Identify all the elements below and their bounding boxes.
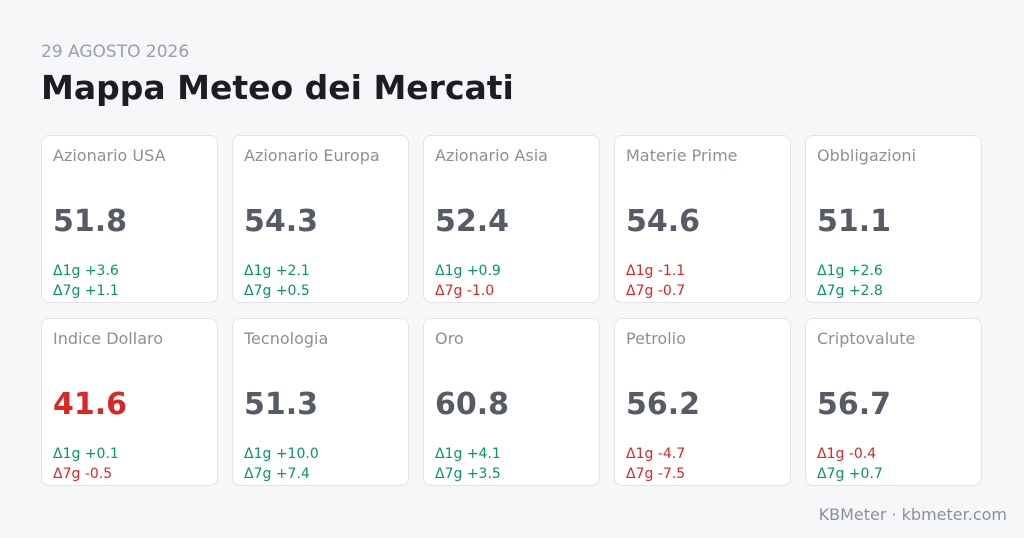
card-value: 56.2 bbox=[626, 387, 701, 422]
card-delta: Δ7g -7.5 bbox=[626, 466, 686, 482]
card-delta: Δ7g +7.4 bbox=[244, 466, 310, 482]
market-card: Oro 60.8 Δ1g +4.1 Δ7g +3.5 bbox=[423, 318, 600, 486]
market-card: Azionario USA 51.8 Δ1g +3.6 Δ7g +1.1 bbox=[41, 135, 218, 303]
card-delta: Δ1g -4.7 bbox=[626, 446, 686, 462]
card-delta: Δ1g +10.0 bbox=[244, 446, 319, 462]
card-delta: Δ1g -0.4 bbox=[817, 446, 877, 462]
card-grid: Azionario USA 51.8 Δ1g +3.6 Δ7g +1.1 Azionar… bbox=[41, 135, 982, 486]
card-delta: Δ7g +0.7 bbox=[817, 466, 883, 482]
market-card: Indice Dollaro 41.6 Δ1g +0.1 Δ7g -0.5 bbox=[41, 318, 218, 486]
card-delta: Δ1g +0.9 bbox=[435, 263, 501, 279]
card-value: 60.8 bbox=[435, 387, 510, 422]
card-value: 51.1 bbox=[817, 204, 892, 239]
card-delta: Δ1g +0.1 bbox=[53, 446, 119, 462]
card-delta: Δ7g +0.5 bbox=[244, 283, 310, 299]
card-value: 54.6 bbox=[626, 204, 701, 239]
market-card: Azionario Europa 54.3 Δ1g +2.1 Δ7g +0.5 bbox=[232, 135, 409, 303]
card-name: Petrolio bbox=[626, 329, 686, 348]
card-delta: Δ7g +2.8 bbox=[817, 283, 883, 299]
market-card: Tecnologia 51.3 Δ1g +10.0 Δ7g +7.4 bbox=[232, 318, 409, 486]
card-value: 52.4 bbox=[435, 204, 510, 239]
footer: KBMeter · kbmeter.com bbox=[818, 505, 1007, 524]
card-value: 56.7 bbox=[817, 387, 892, 422]
card-value: 41.6 bbox=[53, 387, 128, 422]
card-delta: Δ1g +4.1 bbox=[435, 446, 501, 462]
card-delta: Δ7g -0.7 bbox=[626, 283, 686, 299]
market-card: Criptovalute 56.7 Δ1g -0.4 Δ7g +0.7 bbox=[805, 318, 982, 486]
card-delta: Δ7g +1.1 bbox=[53, 283, 119, 299]
card-delta: Δ1g +3.6 bbox=[53, 263, 119, 279]
card-delta: Δ1g -1.1 bbox=[626, 263, 686, 279]
card-name: Indice Dollaro bbox=[53, 329, 164, 348]
market-card: Materie Prime 54.6 Δ1g -1.1 Δ7g -0.7 bbox=[614, 135, 791, 303]
card-delta: Δ7g -1.0 bbox=[435, 283, 495, 299]
card-value: 51.8 bbox=[53, 204, 128, 239]
card-delta: Δ1g +2.6 bbox=[817, 263, 883, 279]
date: 29 AGOSTO 2026 bbox=[41, 42, 190, 62]
card-value: 54.3 bbox=[244, 204, 319, 239]
card-name: Azionario Europa bbox=[244, 146, 380, 165]
card-name: Azionario Asia bbox=[435, 146, 548, 165]
market-card: Petrolio 56.2 Δ1g -4.7 Δ7g -7.5 bbox=[614, 318, 791, 486]
card-value: 51.3 bbox=[244, 387, 319, 422]
card-delta: Δ7g -0.5 bbox=[53, 466, 113, 482]
title: Mappa Meteo dei Mercati bbox=[41, 68, 514, 107]
market-card: Azionario Asia 52.4 Δ1g +0.9 Δ7g -1.0 bbox=[423, 135, 600, 303]
card-name: Tecnologia bbox=[244, 329, 329, 348]
card-delta: Δ7g +3.5 bbox=[435, 466, 501, 482]
card-name: Azionario USA bbox=[53, 146, 166, 165]
card-name: Obbligazioni bbox=[817, 146, 916, 165]
card-delta: Δ1g +2.1 bbox=[244, 263, 310, 279]
card-name: Criptovalute bbox=[817, 329, 916, 348]
card-name: Oro bbox=[435, 329, 464, 348]
market-card: Obbligazioni 51.1 Δ1g +2.6 Δ7g +2.8 bbox=[805, 135, 982, 303]
card-name: Materie Prime bbox=[626, 146, 738, 165]
